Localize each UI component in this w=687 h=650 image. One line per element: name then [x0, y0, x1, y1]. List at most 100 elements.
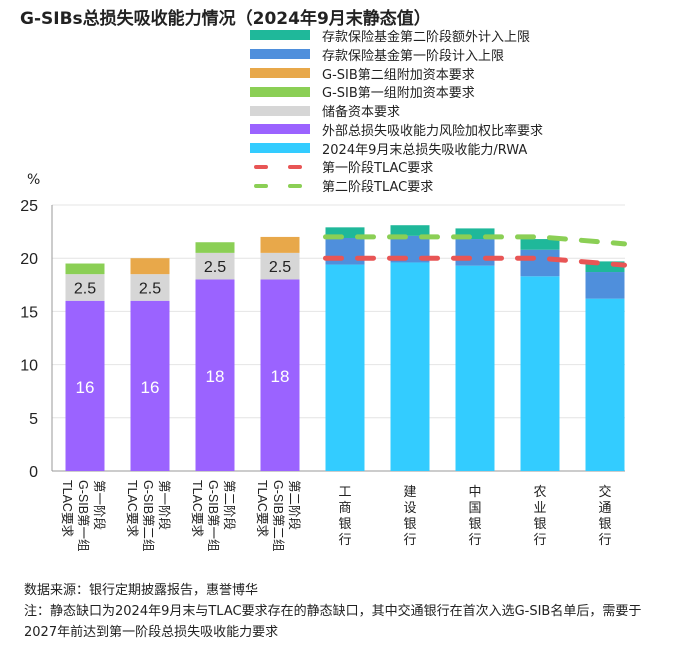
- chart-plot: 0510152025162.5162.5182.5182.5第一阶段G-SIB第…: [20, 198, 627, 552]
- legend-item: 存款保险基金第二阶段额外计入上限: [250, 26, 543, 45]
- y-tick-label: 0: [29, 464, 38, 481]
- legend-swatch: [250, 105, 310, 116]
- y-tick-label: 20: [20, 251, 38, 268]
- legend-item: G-SIB第一组附加资本要求: [250, 82, 543, 101]
- x-tick-label: TLAC要求: [255, 480, 269, 537]
- legend-label: 储备资本要求: [322, 105, 401, 121]
- bar-tlac-rwa: [455, 265, 495, 471]
- x-tick-label: 银: [468, 516, 481, 531]
- bar-gsib2: [130, 258, 170, 275]
- x-tick-label: 通: [598, 500, 611, 515]
- bar-buffer: [65, 274, 105, 301]
- legend-swatch: [250, 30, 310, 41]
- x-tick-label: 行: [468, 532, 481, 547]
- x-tick-label: 第二阶段: [287, 480, 302, 530]
- legend-label: 存款保险基金第二阶段额外计入上限: [322, 29, 531, 45]
- bar-dif-phase1: [585, 272, 625, 299]
- x-tick-label: 设: [403, 500, 416, 515]
- legend-label: 存款保险基金第一阶段计入上限: [322, 48, 505, 64]
- bar-buffer: [195, 252, 235, 280]
- y-tick-label: 15: [20, 304, 38, 321]
- legend-swatch: [250, 181, 310, 191]
- bar-dif-phase2: [455, 228, 495, 240]
- x-tick-label: 银: [403, 516, 416, 531]
- legend-item: G-SIB第二组附加资本要求: [250, 64, 543, 83]
- footnote: 注：静态缺口为2024年9月末与TLAC要求存在的静态缺口，其中交通银行在首次入…: [24, 604, 642, 640]
- legend-swatch: [250, 67, 310, 78]
- bar-tlac-rwa: [520, 276, 560, 471]
- footer: 数据来源：银行定期披露报告，惠誉博华 注：静态缺口为2024年9月末与TLAC要…: [24, 580, 674, 643]
- data-label-buffer: 2.5: [269, 259, 291, 276]
- legend-item: 第一阶段TLAC要求: [250, 158, 543, 177]
- y-tick-label: 5: [29, 411, 38, 428]
- x-tick-label: 工: [338, 484, 351, 499]
- bar-tlac-rwa: [390, 262, 430, 471]
- x-tick-label: 银: [533, 516, 546, 531]
- bar-tlac-requirement: [130, 300, 170, 471]
- bar-tlac-rwa: [325, 264, 365, 471]
- legend-swatch: [250, 49, 310, 60]
- y-tick-label: 10: [20, 358, 38, 375]
- data-label-tlac: 18: [206, 367, 225, 386]
- legend-label: 2024年9月末总损失吸收能力/RWA: [322, 142, 528, 158]
- bar-tlac-requirement: [195, 279, 235, 471]
- legend-swatch: [250, 86, 310, 97]
- x-tick-label: 中: [468, 484, 481, 499]
- data-label-buffer: 2.5: [139, 280, 161, 297]
- x-tick-label: 国: [468, 500, 481, 515]
- bar-dif-phase2: [585, 261, 625, 273]
- data-label-tlac: 16: [141, 378, 160, 397]
- legend-item: 2024年9月末总损失吸收能力/RWA: [250, 139, 543, 158]
- x-tick-label: 第一阶段: [157, 480, 172, 530]
- legend-label: 第一阶段TLAC要求: [322, 161, 434, 177]
- y-axis-unit: %: [27, 172, 41, 188]
- x-tick-label: 农: [533, 484, 546, 499]
- x-tick-label: G-SIB第一组: [206, 480, 220, 552]
- legend-item: 储备资本要求: [250, 101, 543, 120]
- bar-dif-phase2: [390, 225, 430, 236]
- x-tick-label: G-SIB第一组: [76, 480, 90, 552]
- x-tick-label: TLAC要求: [60, 480, 74, 537]
- bar-dif-phase1: [520, 249, 560, 277]
- legend-label: G-SIB第一组附加资本要求: [322, 86, 475, 102]
- bar-gsib1: [65, 263, 105, 275]
- x-tick-label: 行: [338, 532, 351, 547]
- data-label-tlac: 16: [76, 378, 95, 397]
- chart-title: G-SIBs总损失吸收能力情况（2024年9月末静态值）: [20, 9, 431, 29]
- legend-item: 存款保险基金第一阶段计入上限: [250, 45, 543, 64]
- bar-tlac-requirement: [65, 300, 105, 471]
- bar-tlac-requirement: [260, 279, 300, 471]
- legend-swatch: [250, 124, 310, 135]
- bar-gsib1: [195, 242, 235, 253]
- legend-item: 外部总损失吸收能力风险加权比率要求: [250, 120, 543, 139]
- bar-gsib2: [260, 236, 300, 253]
- x-tick-label: 行: [598, 532, 611, 547]
- bar-dif-phase2: [520, 239, 560, 250]
- x-tick-label: 银: [598, 516, 611, 531]
- bar-tlac-rwa: [585, 298, 625, 471]
- x-tick-label: 行: [533, 532, 546, 547]
- x-tick-label: 业: [533, 500, 546, 515]
- x-tick-label: 建: [403, 484, 416, 499]
- legend-swatch: [250, 162, 310, 172]
- legend-label: 第二阶段TLAC要求: [322, 180, 434, 196]
- source-note: 数据来源：银行定期披露报告，惠誉博华: [24, 583, 259, 598]
- x-tick-label: TLAC要求: [190, 480, 204, 537]
- x-tick-label: 商: [338, 500, 351, 515]
- data-label-buffer: 2.5: [74, 280, 96, 297]
- x-tick-label: G-SIB第二组: [271, 480, 285, 552]
- bar-buffer: [130, 274, 170, 301]
- x-tick-label: 银: [338, 516, 351, 531]
- legend-item: 第二阶段TLAC要求: [250, 176, 543, 195]
- legend-label: G-SIB第二组附加资本要求: [322, 67, 475, 83]
- x-tick-label: TLAC要求: [125, 480, 139, 537]
- x-tick-label: 行: [403, 532, 416, 547]
- data-label-tlac: 18: [271, 367, 290, 386]
- bar-dif-phase2: [325, 227, 365, 238]
- legend: 存款保险基金第二阶段额外计入上限 存款保险基金第一阶段计入上限 G-SIB第二组附加…: [250, 26, 543, 195]
- x-tick-label: 第二阶段: [222, 480, 237, 530]
- x-tick-label: G-SIB第二组: [141, 480, 155, 552]
- legend-swatch: [250, 143, 310, 154]
- y-tick-label: 25: [20, 198, 38, 215]
- x-tick-label: 交: [598, 484, 611, 499]
